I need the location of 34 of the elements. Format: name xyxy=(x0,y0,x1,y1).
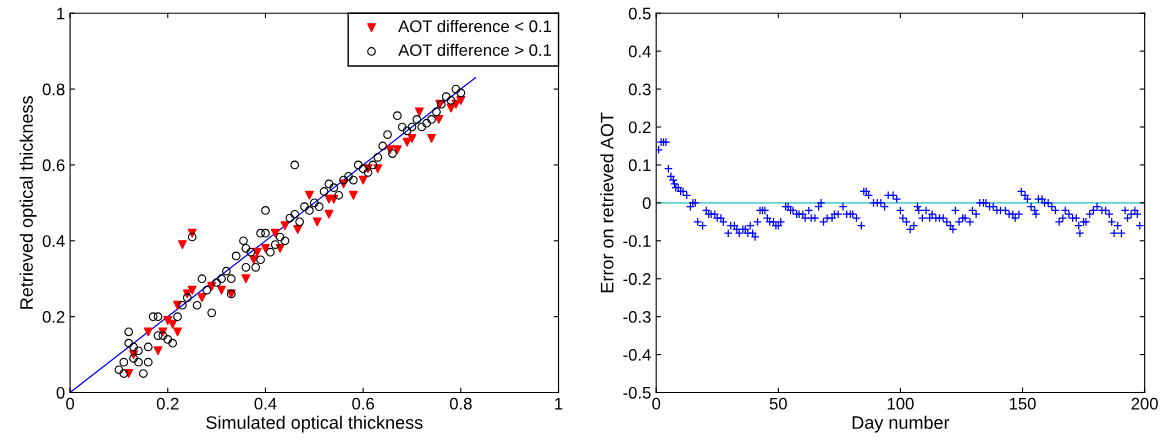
y-tick-label: 0.6 xyxy=(42,159,65,172)
y-tick-label: 0.8 xyxy=(42,83,65,96)
y-axis-title: Error on retrieved AOT xyxy=(600,112,614,293)
y-tick-label: 0 xyxy=(642,197,651,210)
x-tick-label: 150 xyxy=(1009,397,1036,410)
x-tick-label: 0 xyxy=(652,397,661,410)
x-tick-label: 100 xyxy=(887,397,914,410)
x-axis-title: Day number xyxy=(852,415,950,433)
y-tick-label: 0.2 xyxy=(628,121,651,134)
y-tick-label: -0.4 xyxy=(623,348,651,361)
y-tick-label: -0.5 xyxy=(623,386,651,399)
y-tick-label: 0.4 xyxy=(628,45,651,58)
y-tick-label: 0.4 xyxy=(42,235,65,247)
x-tick-label: 1 xyxy=(555,397,563,410)
x-tick-label: 200 xyxy=(1131,397,1158,410)
y-tick-label: 0.5 xyxy=(628,7,651,20)
y-tick-label: 0.3 xyxy=(628,83,651,96)
legend-label: AOT difference > 0.1 xyxy=(398,43,552,57)
y-tick-label: 0 xyxy=(56,386,65,399)
y-tick-label: -0.2 xyxy=(623,273,651,285)
x-tick-label: 0.2 xyxy=(156,397,179,410)
x-axis-title: Simulated optical thickness xyxy=(206,415,423,433)
y-tick-label: -0.3 xyxy=(623,311,651,323)
legend-label: AOT difference < 0.1 xyxy=(398,19,552,33)
y-tick-label: -0.1 xyxy=(623,235,651,247)
x-tick-label: 0.4 xyxy=(254,397,277,410)
x-tick-label: 0.6 xyxy=(352,397,374,410)
y-axis-title: Retrieved optical thickness xyxy=(19,96,37,309)
x-tick-label: 50 xyxy=(769,397,787,410)
y-tick-label: 0.1 xyxy=(628,159,651,172)
y-tick-label: 1 xyxy=(57,7,65,20)
x-tick-label: 0 xyxy=(66,397,75,410)
x-tick-label: 0.8 xyxy=(449,397,472,410)
y-tick-label: 0.2 xyxy=(42,311,65,323)
